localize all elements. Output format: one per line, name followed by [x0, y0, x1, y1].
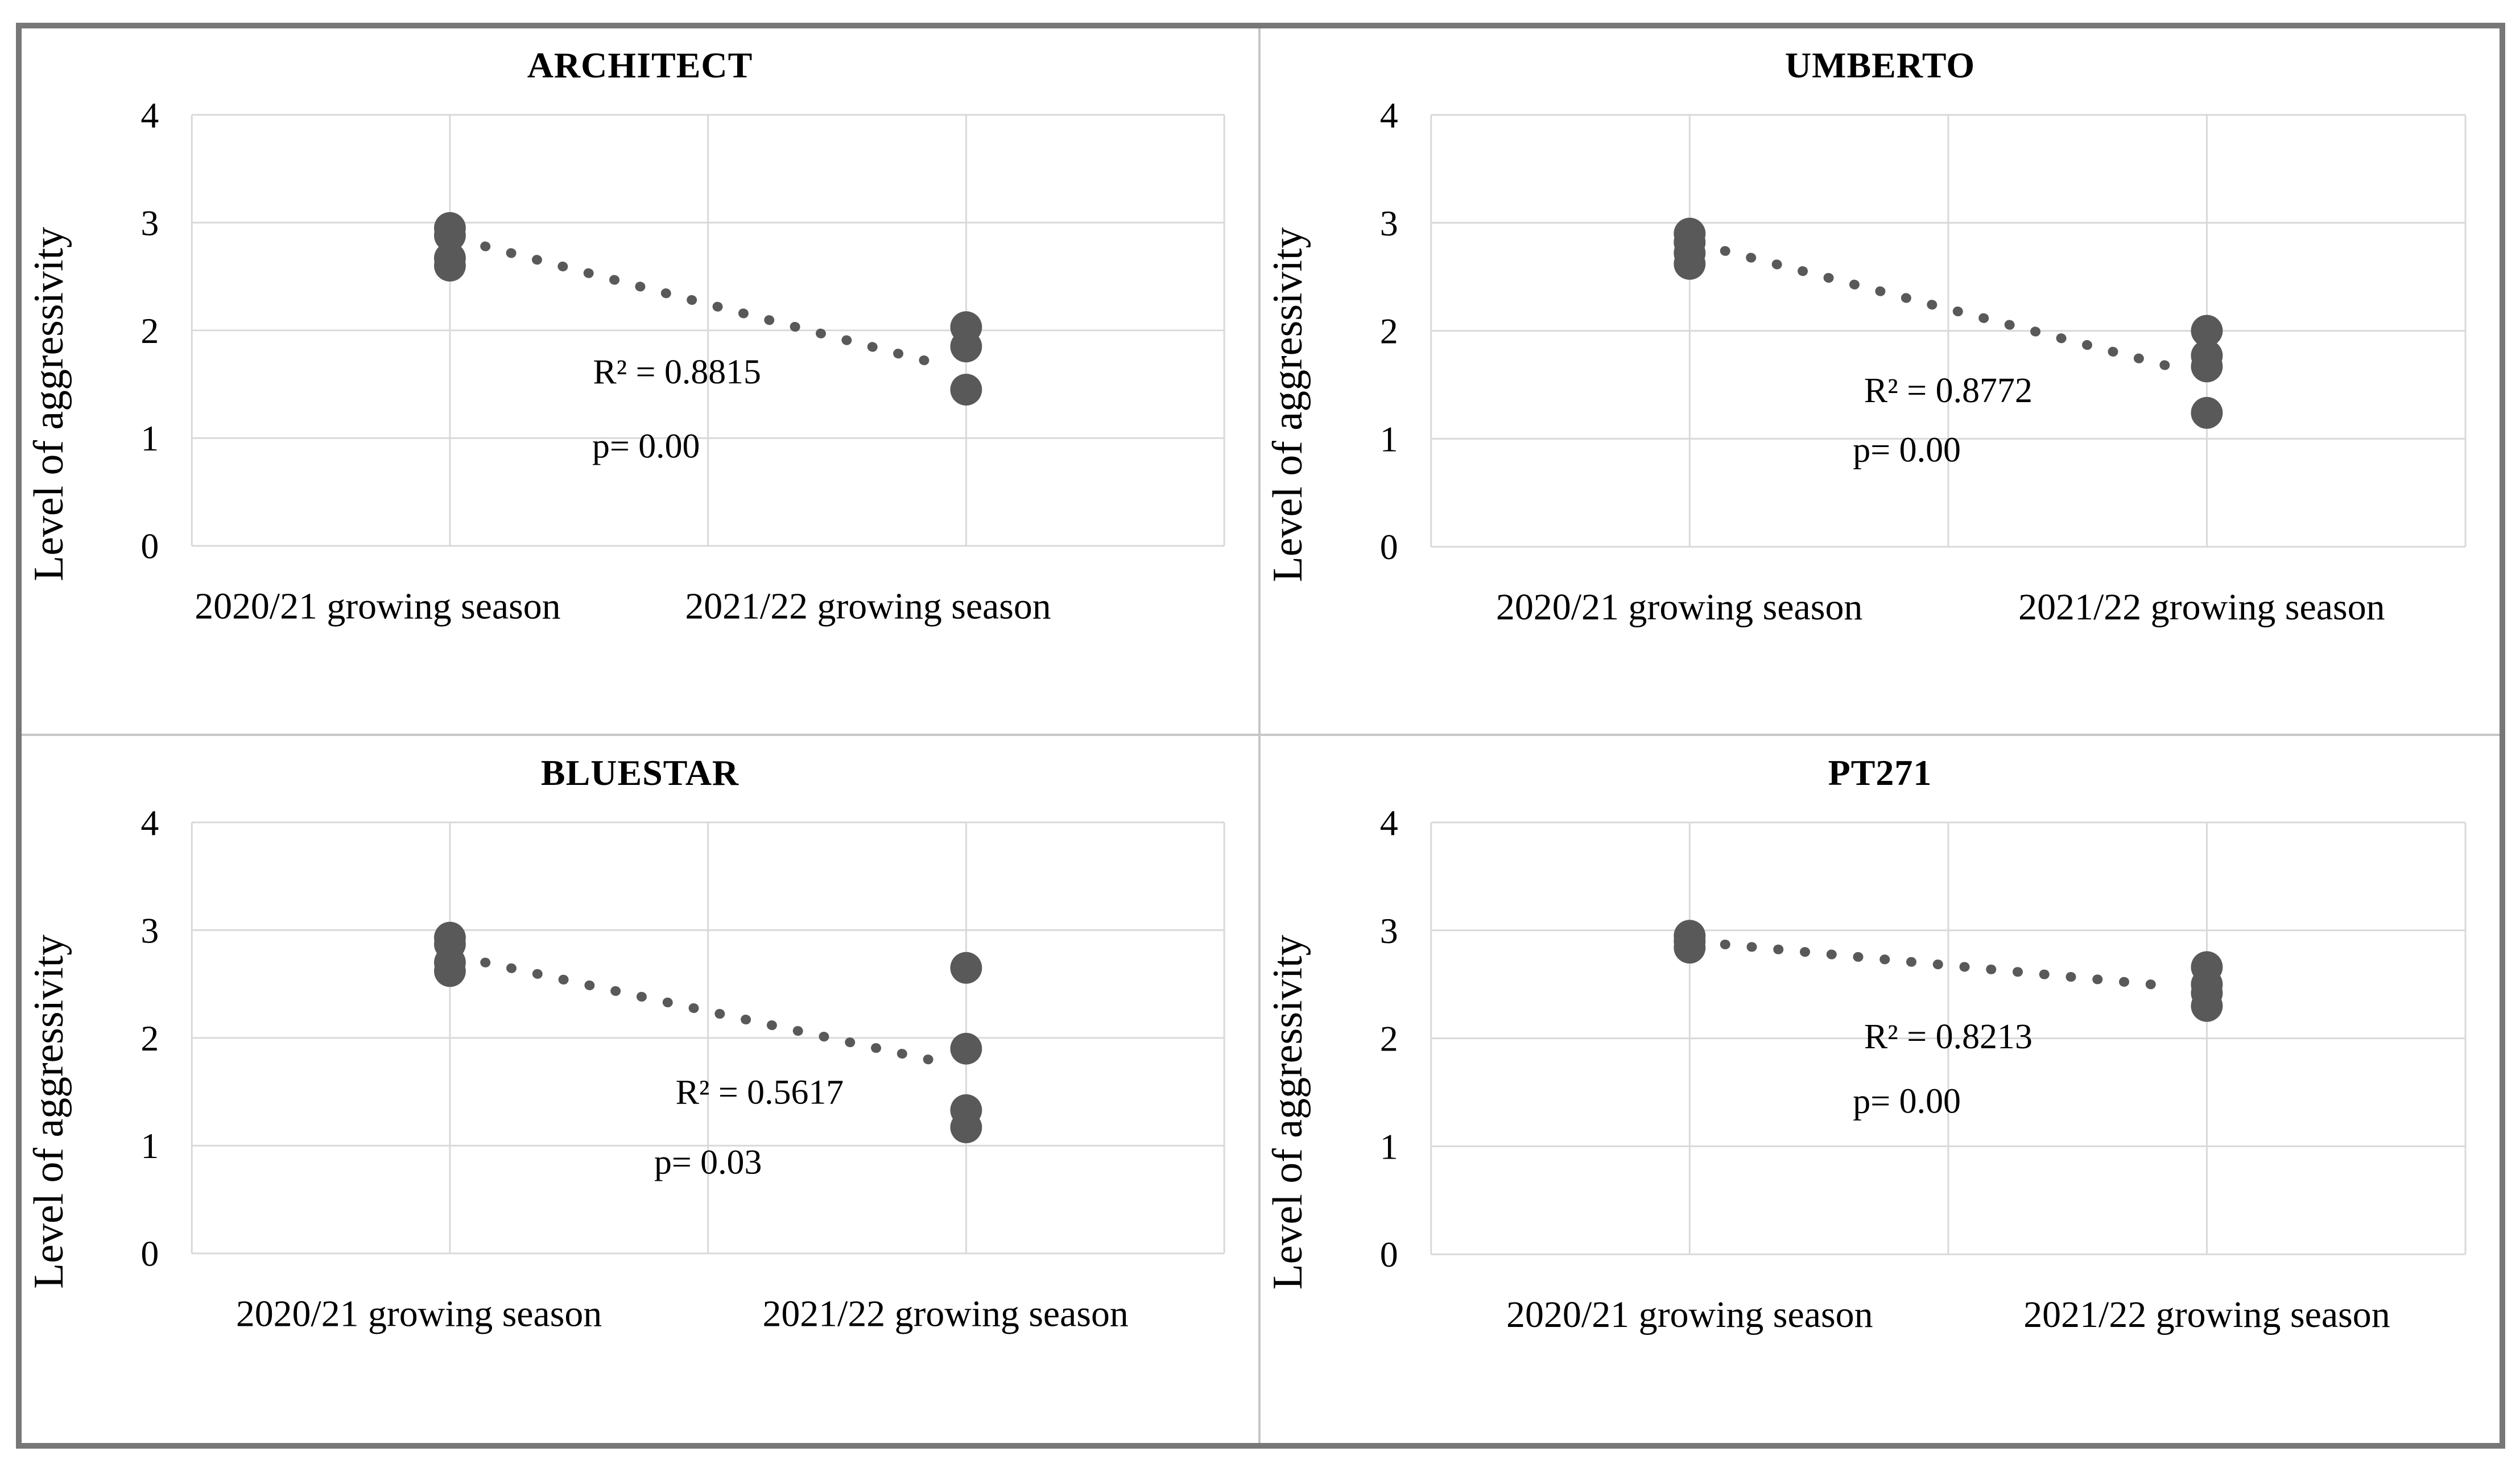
annotation-label: p= 0.00 — [592, 427, 700, 466]
chart-panel-pt271: PT271 4 3 2 1 0 Level of aggressivity R² = 0.8… — [1261, 735, 2500, 1443]
x-category-label: 2021/22 growing season — [2018, 587, 2385, 628]
chart-title: PT271 — [1828, 752, 1932, 793]
y-tick-label: 4 — [141, 803, 159, 843]
annotation-label: R² = 0.8815 — [593, 353, 761, 391]
data-point — [2191, 315, 2223, 347]
y-tick-label: 0 — [1380, 1234, 1398, 1275]
y-tick-label: 0 — [141, 526, 159, 566]
data-point — [950, 374, 982, 406]
trendline — [480, 957, 939, 1065]
data-point — [1674, 248, 1706, 280]
trendline — [480, 241, 939, 368]
y-tick-label: 2 — [141, 311, 159, 351]
chart-area: 4 3 2 1 0 Level of aggressivity R² = 0.8213 p= … — [1261, 794, 2500, 1443]
scatter-chart-bluestar: 4 3 2 1 0 Level of aggressivity R² = 0.5617 p= … — [25, 803, 1225, 1334]
trendline — [1720, 939, 2179, 991]
y-tick-label: 3 — [141, 910, 159, 950]
figure-frame: ARCHITECT 4 3 2 1 0 Level of aggressivity R² =… — [16, 23, 2505, 1449]
y-axis-label: Level of aggressivity — [25, 934, 72, 1289]
x-category-label: 2020/21 growing season — [236, 1293, 602, 1334]
annotation-label: p= 0.00 — [1853, 1082, 1961, 1121]
annotation-label: R² = 0.8213 — [1864, 1018, 2032, 1056]
chart-panel-bluestar: BLUESTAR 4 3 2 1 0 Level of aggressivity R² = … — [22, 735, 1261, 1443]
x-category-label: 2020/21 growing season — [1496, 587, 1863, 628]
data-point — [434, 955, 466, 987]
annotation-label: R² = 0.5617 — [676, 1073, 844, 1111]
data-point — [2191, 397, 2223, 429]
x-category-label: 2020/21 growing season — [195, 586, 560, 627]
x-category-label: 2020/21 growing season — [1506, 1294, 1873, 1335]
x-category-label: 2021/22 growing season — [762, 1293, 1128, 1334]
x-category-label: 2021/22 growing season — [685, 586, 1051, 627]
scatter-chart-umberto: 4 3 2 1 0 Level of aggressivity R² = 0.8772 p= … — [1264, 95, 2467, 628]
chart-area: 4 3 2 1 0 Level of aggressivity R² = 0.5617 p= … — [22, 794, 1258, 1443]
y-tick-label: 1 — [141, 1126, 159, 1166]
chart-panel-architect: ARCHITECT 4 3 2 1 0 Level of aggressivity R² =… — [22, 28, 1261, 736]
y-tick-label: 2 — [1380, 1018, 1398, 1058]
y-axis-label: Level of aggressivity — [1264, 934, 1311, 1289]
y-tick-label: 2 — [1380, 311, 1398, 352]
y-tick-label: 4 — [1380, 803, 1398, 843]
chart-area: 4 3 2 1 0 Level of aggressivity R² = 0.8772 p= … — [1261, 86, 2500, 733]
data-point — [950, 952, 982, 984]
data-point — [2191, 350, 2223, 383]
data-point — [434, 220, 466, 252]
y-tick-label: 0 — [141, 1234, 159, 1274]
data-point — [434, 250, 466, 282]
y-tick-label: 3 — [1380, 203, 1398, 243]
data-point — [2191, 990, 2223, 1022]
panel-grid: ARCHITECT 4 3 2 1 0 Level of aggressivity R² =… — [22, 28, 2500, 1443]
y-tick-label: 2 — [141, 1018, 159, 1058]
chart-panel-umberto: UMBERTO 4 3 2 1 0 Level of aggressivity R² = 0… — [1261, 28, 2500, 736]
annotation-label: p= 0.03 — [654, 1143, 762, 1182]
y-axis-label: Level of aggressivity — [25, 227, 72, 581]
chart-title: ARCHITECT — [527, 45, 753, 85]
chart-title: UMBERTO — [1784, 45, 1976, 85]
y-tick-label: 3 — [141, 203, 159, 243]
data-point — [950, 1032, 982, 1065]
y-tick-label: 3 — [1380, 911, 1398, 951]
annotation-label: p= 0.00 — [1853, 431, 1961, 470]
scatter-chart-pt271: 4 3 2 1 0 Level of aggressivity R² = 0.8213 p= … — [1264, 803, 2467, 1335]
trendline — [1720, 246, 2179, 373]
data-point — [1674, 932, 1706, 964]
y-tick-label: 0 — [1380, 527, 1398, 568]
y-axis-label: Level of aggressivity — [1264, 228, 1311, 582]
annotation-label: R² = 0.8772 — [1864, 371, 2032, 410]
y-tick-label: 4 — [141, 95, 159, 135]
chart-area: 4 3 2 1 0 Level of aggressivity R² = 0.8815 p= … — [22, 86, 1258, 733]
y-tick-label: 1 — [1380, 419, 1398, 460]
y-tick-label: 4 — [1380, 95, 1398, 135]
data-point — [950, 1111, 982, 1143]
y-tick-label: 1 — [141, 419, 159, 459]
x-category-label: 2021/22 growing season — [2023, 1294, 2390, 1335]
data-point — [950, 330, 982, 363]
chart-title: BLUESTAR — [540, 752, 740, 793]
y-tick-label: 1 — [1380, 1126, 1398, 1167]
scatter-chart-architect: 4 3 2 1 0 Level of aggressivity R² = 0.8815 p= … — [25, 95, 1225, 627]
